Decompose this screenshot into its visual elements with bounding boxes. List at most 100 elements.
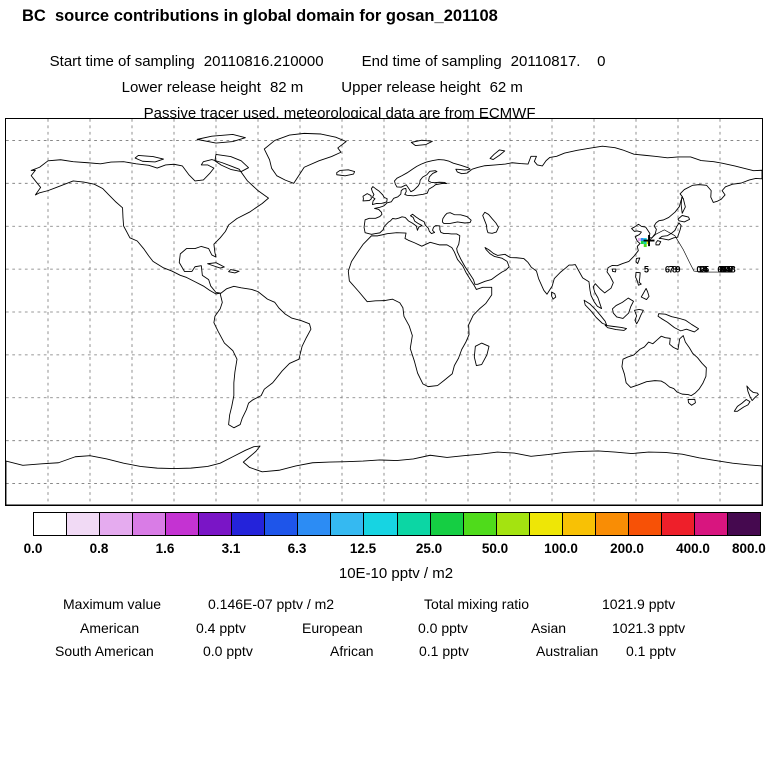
lower-release-label: Lower release height: [121, 79, 261, 96]
trajectory-day-number: 2: [724, 264, 729, 274]
coastline-eurasia: [363, 145, 762, 310]
trajectory-day-number: 6: [717, 264, 722, 274]
plume-cell: [640, 241, 644, 245]
colorbar-segment: [727, 513, 761, 535]
colorbar-tick-label: 25.0: [415, 541, 443, 556]
trajectory-day-number: 1: [698, 264, 703, 274]
tracer-note-line: Passive tracer used, meteorological data…: [127, 88, 536, 139]
coastline-great-britain: [370, 186, 388, 206]
trajectory-day-number: 5: [727, 264, 732, 274]
coastline-honshu: [658, 222, 682, 241]
colorbar-segment: [199, 513, 233, 535]
upper-release-label: Upper release height: [341, 79, 481, 96]
trajectory-day-number: 5: [704, 264, 709, 274]
region-american-label: American: [80, 620, 140, 636]
sampling-time-line: Start time of sampling 20110816.210000 End…: [33, 36, 606, 87]
colorbar-tick-label: 0.0: [23, 541, 43, 556]
plume-cell: [640, 238, 644, 242]
coastline-australia: [621, 335, 707, 397]
plume-cell: [637, 238, 641, 242]
end-time-label: End time of sampling: [361, 53, 502, 70]
colorbar-segment: [232, 513, 266, 535]
region-european-label: European: [302, 620, 363, 636]
coastline-taiwan: [635, 257, 641, 264]
colorbar-tick-label: 400.0: [676, 541, 710, 556]
colorbar-segment: [166, 513, 200, 535]
maximum-value: 0.146E-07 pptv / m2: [208, 596, 335, 612]
coastline-sakhalin: [680, 196, 686, 214]
coastline-iceland: [336, 169, 356, 177]
coastline-kyushu: [655, 240, 662, 246]
colorbar-segment: [67, 513, 101, 535]
trajectory-day-number: 7: [729, 264, 734, 274]
tracer-note: Passive tracer used, meteorological data…: [143, 105, 536, 122]
coastline-baffin-island: [214, 153, 249, 172]
total-mixing-ratio-label: Total mixing ratio: [424, 596, 530, 612]
trajectory-day-number: 6: [728, 264, 733, 274]
start-time-value: 20110816.210000: [203, 53, 324, 70]
coastline-sumatra: [583, 299, 608, 326]
trajectory-day-number: 5: [644, 264, 649, 274]
region-australian-value: 0.1 pptv: [626, 643, 676, 659]
coastline-hispaniola: [228, 269, 240, 274]
coastline-sri-lanka: [551, 291, 557, 300]
colorbar-segment: [298, 513, 332, 535]
trajectory-line: [648, 229, 734, 273]
trajectory-day-number: 0: [722, 264, 727, 274]
coastline-mindanao: [640, 287, 650, 301]
colorbar-segment: [133, 513, 167, 535]
stats-row-regions-2: South American 0.0 pptv African 0.1 pptv…: [0, 643, 768, 660]
colorbar-tick-label: 50.0: [481, 541, 509, 556]
maximum-value-label: Maximum value: [63, 596, 162, 612]
coastline-victoria-island: [134, 155, 164, 163]
coastline-cuba: [207, 262, 225, 269]
trajectory-day-number: 3: [725, 264, 730, 274]
region-american-value: 0.4 pptv: [196, 620, 246, 636]
colorbar-tick-label: 12.5: [349, 541, 377, 556]
upper-release-value: 62 m: [489, 79, 523, 96]
trajectory-day-number: 8: [730, 264, 735, 274]
stats-row-regions-1: American 0.4 pptv European 0.0 pptv Asia…: [0, 620, 768, 637]
trajectory-day-number: 1: [723, 264, 728, 274]
trajectory-day-number: 0: [696, 264, 701, 274]
coastline-north-america: [30, 159, 269, 295]
coastline-black-sea: [441, 212, 472, 224]
trajectory-day-number: 4: [703, 264, 709, 274]
colorbar: [33, 512, 761, 536]
trajectory-day-number: 9: [675, 264, 680, 274]
coastline-luzon: [635, 271, 642, 286]
colorbar-segment: [562, 513, 596, 535]
coastline-hokkaido: [677, 215, 690, 223]
coastline-greenland: [263, 132, 347, 184]
total-mixing-ratio-value: 1021.9 pptv: [602, 596, 676, 612]
plume-cell: [643, 238, 647, 242]
start-time-label: Start time of sampling: [49, 53, 195, 70]
colorbar-segment: [397, 513, 431, 535]
plume-cell: [643, 244, 647, 248]
colorbar-units-label: 10E-10 pptv / m2: [338, 565, 454, 582]
trajectory-day-number: 8: [720, 264, 725, 274]
region-asian-label: Asian: [531, 620, 567, 636]
lower-release-value: 82 m: [269, 79, 304, 96]
trajectory-day-number: 6: [665, 264, 670, 274]
colorbar-segment: [100, 513, 134, 535]
coastline-sulawesi: [634, 308, 644, 325]
region-australian-label: Australian: [536, 643, 599, 659]
coastline-new-zealand-north: [746, 385, 759, 402]
colorbar-tick-label: 800.0: [731, 541, 766, 556]
figure-title: BC source contributions in global domain…: [22, 7, 498, 25]
coastline-ellesmere-island: [196, 133, 246, 144]
colorbar-segment: [595, 513, 629, 535]
region-african-label: African: [330, 643, 374, 659]
coastline-ireland: [362, 193, 372, 202]
coastline-antarctica: [6, 445, 762, 505]
colorbar-segment: [661, 513, 695, 535]
release-height-line: Lower release height 82 m Upper release he…: [105, 62, 523, 113]
trajectory-day-number: 8: [672, 264, 677, 274]
region-asian-value: 1021.3 pptv: [612, 620, 686, 636]
coastline-hainan: [612, 268, 617, 273]
colorbar-segment: [34, 513, 68, 535]
colorbar-segment: [529, 513, 563, 535]
